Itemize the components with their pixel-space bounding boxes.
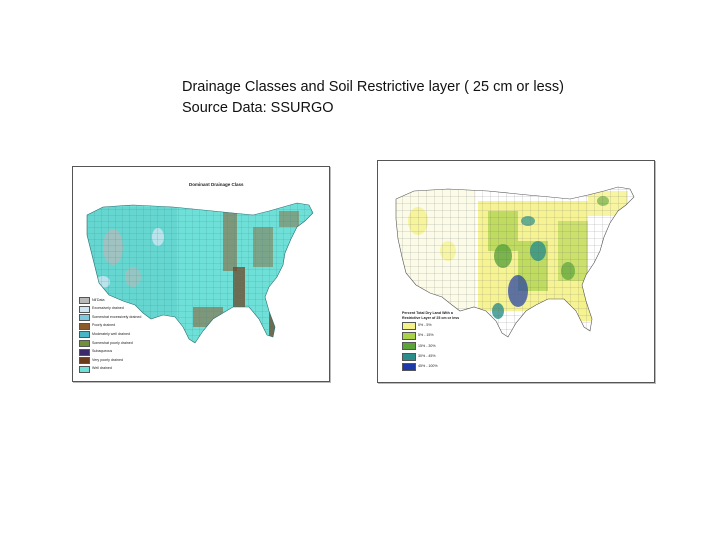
restrictive-legend-label: 5% - 15% xyxy=(418,333,434,338)
restrictive-legend-label: 45% - 100% xyxy=(418,363,438,368)
drainage-legend-item: Subaqueous xyxy=(79,348,141,356)
drainage-legend-label: Well drained xyxy=(92,366,112,371)
drainage-map-title: Dominant Drainage Class xyxy=(189,182,244,187)
drainage-legend-item: Somewhat excessively drained xyxy=(79,314,142,322)
restrictive-legend-item: 15% - 30% xyxy=(402,342,464,351)
restrictive-legend-item: 30% - 45% xyxy=(402,352,464,361)
drainage-legend: Nil'Data Excessively drained Somewhat exce… xyxy=(79,297,141,374)
drainage-legend-label: Somewhat poorly drained xyxy=(92,340,133,345)
drainage-legend-item: Well drained xyxy=(79,365,141,373)
restrictive-legend-label: 0% - 5% xyxy=(418,323,432,328)
restrictive-legend: Percent Total Dry Land With a Restrictiv… xyxy=(402,311,464,373)
drainage-legend-label: Very poorly drained xyxy=(92,357,123,362)
drainage-legend-swatch xyxy=(79,365,90,373)
drainage-legend-swatch xyxy=(79,322,90,330)
slide-title: Drainage Classes and Soil Restrictive la… xyxy=(182,77,652,119)
title-line-1: Drainage Classes and Soil Restrictive la… xyxy=(182,79,564,95)
drainage-legend-label: Excessively drained xyxy=(92,306,124,311)
drainage-legend-swatch xyxy=(79,331,90,339)
drainage-legend-item: Moderately well drained xyxy=(79,331,141,339)
restrictive-legend-swatch xyxy=(402,322,416,330)
restrictive-map-title: Percent Total Dry Land With a Restrictiv… xyxy=(402,311,460,320)
restrictive-layer-map: Percent Total Dry Land With a Restrictiv… xyxy=(377,160,655,383)
restrictive-legend-swatch xyxy=(402,362,416,371)
drainage-legend-item: Nil'Data xyxy=(79,297,141,304)
drainage-legend-item: Excessively drained xyxy=(79,305,141,313)
us-restrictive-shape xyxy=(395,186,635,338)
drainage-legend-swatch xyxy=(79,305,90,313)
restrictive-legend-swatch xyxy=(402,342,416,351)
drainage-legend-item: Very poorly drained xyxy=(79,357,141,365)
restrictive-legend-items: 0% - 5% 5% - 15% 15% - 30% 30% - 45% 45% - 1… xyxy=(402,322,464,371)
drainage-map-graphic xyxy=(86,202,314,344)
drainage-legend-label: Subaqueous xyxy=(92,349,113,354)
drainage-legend-swatch xyxy=(79,297,90,304)
drainage-legend-item: Somewhat poorly drained xyxy=(79,339,141,347)
drainage-legend-item: Poorly drained xyxy=(79,322,141,330)
title-line-2: Source Data: SSURGO xyxy=(182,100,334,116)
restrictive-legend-label: 30% - 45% xyxy=(418,353,436,358)
restrictive-legend-item: 0% - 5% xyxy=(402,322,464,330)
drainage-legend-label: Nil'Data xyxy=(92,297,105,302)
restrictive-map-graphic xyxy=(395,186,635,338)
drainage-legend-swatch xyxy=(79,339,90,347)
restrictive-legend-label: 15% - 30% xyxy=(418,343,436,348)
drainage-legend-label: Somewhat excessively drained xyxy=(92,314,142,319)
restrictive-legend-item: 45% - 100% xyxy=(402,362,464,371)
restrictive-legend-item: 5% - 15% xyxy=(402,332,464,341)
drainage-legend-swatch xyxy=(79,357,90,365)
drainage-legend-swatch xyxy=(79,314,90,322)
restrictive-legend-swatch xyxy=(402,332,416,341)
drainage-legend-swatch xyxy=(79,348,90,356)
drainage-legend-label: Poorly drained xyxy=(92,323,116,328)
drainage-class-map: Dominant Drainage Class Nil'Data Excessiv… xyxy=(72,166,330,382)
drainage-legend-label: Moderately well drained xyxy=(92,332,130,337)
restrictive-legend-swatch xyxy=(402,352,416,361)
